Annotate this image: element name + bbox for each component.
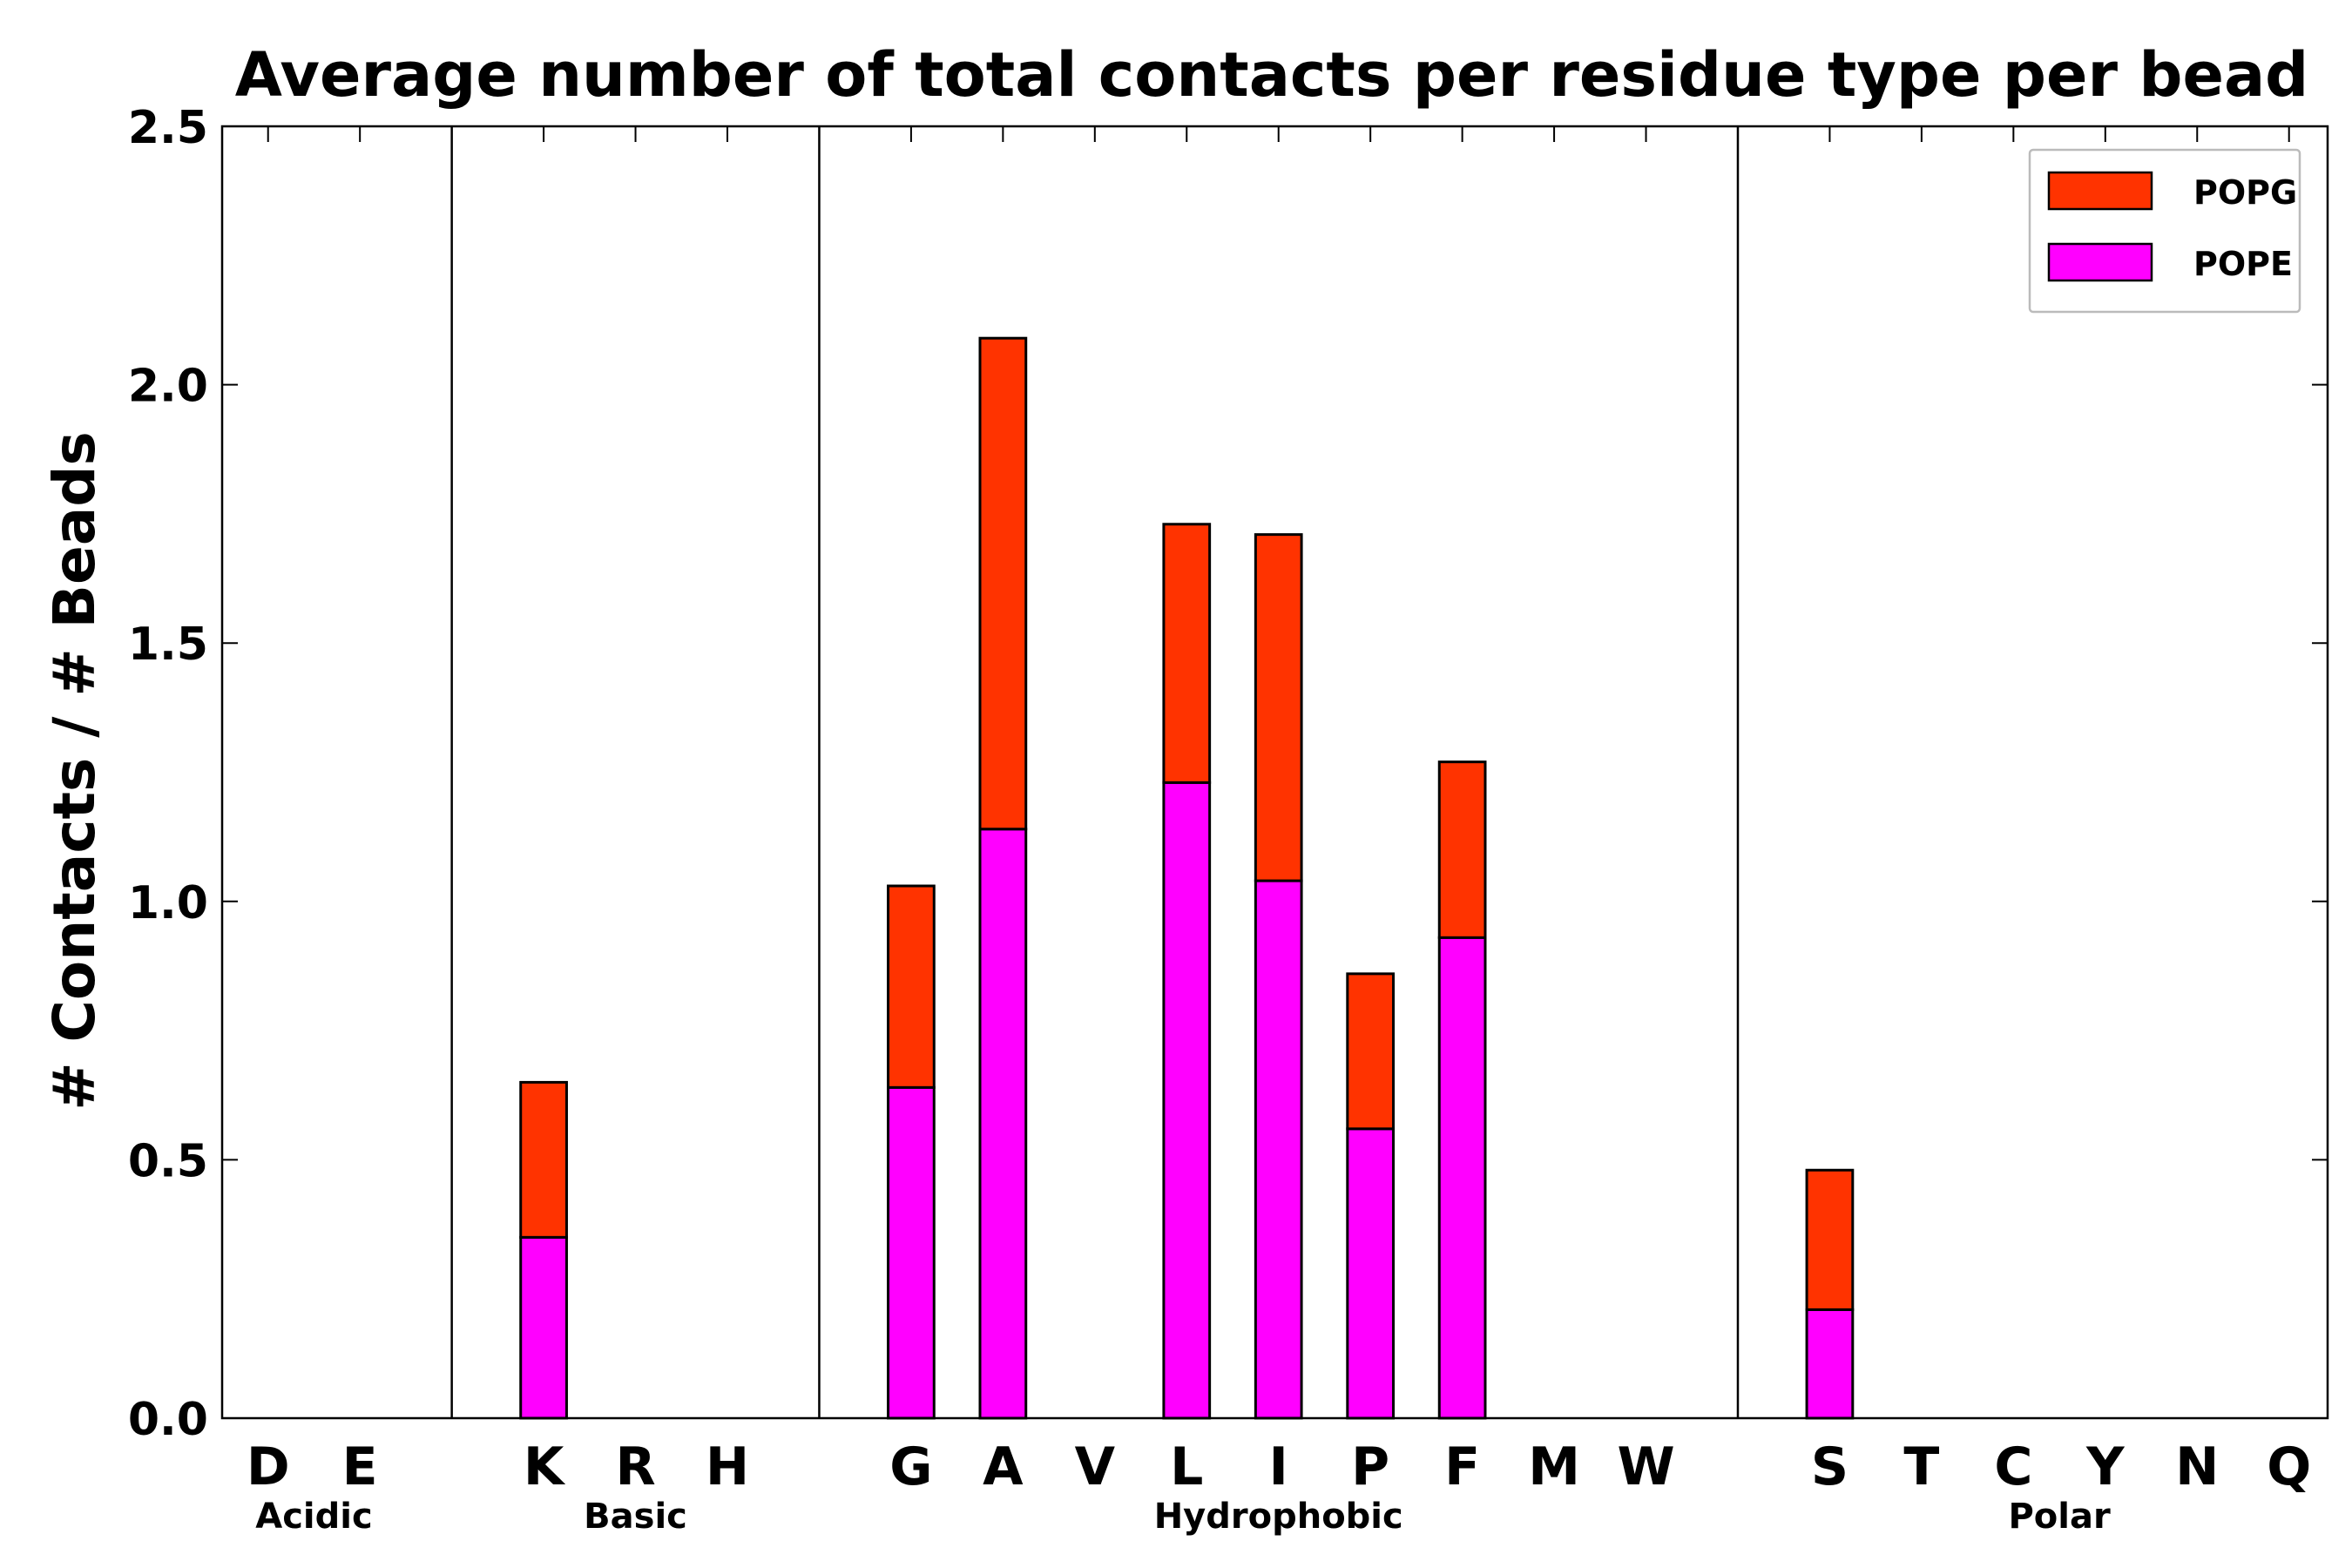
legend-swatch-popg [2047, 171, 2153, 211]
y-tick-label: 2.0 [128, 361, 208, 413]
y-tick-label: 1.5 [128, 618, 208, 671]
y-tick-label: 2.5 [128, 102, 208, 154]
x-tick-label: C [1994, 1436, 2032, 1497]
x-tick-label: W [1617, 1436, 1674, 1497]
x-tick-label: H [706, 1436, 749, 1497]
bar-pope-K [519, 1235, 568, 1420]
bar-popg-G [887, 884, 936, 1089]
bar-pope-L [1162, 781, 1212, 1420]
bar-popg-I [1254, 533, 1303, 882]
bar-popg-A [978, 336, 1028, 831]
bar-pope-A [978, 828, 1028, 1420]
x-tick-label: V [1075, 1436, 1116, 1497]
bar-pope-G [887, 1085, 936, 1420]
bar-pope-P [1346, 1127, 1396, 1420]
x-tick-label: A [983, 1436, 1024, 1497]
x-tick-label: T [1903, 1436, 1939, 1497]
chart-title: Average number of total contacts per res… [235, 39, 2309, 111]
x-tick-label: G [889, 1436, 932, 1497]
x-tick-label: L [1170, 1436, 1203, 1497]
x-tick-label: Q [2267, 1436, 2311, 1497]
group-label: Polar [2008, 1497, 2111, 1537]
x-tick-label: P [1351, 1436, 1389, 1497]
x-tick-label: N [2175, 1436, 2219, 1497]
bar-popg-L [1162, 523, 1212, 784]
legend-label: POPE [2193, 245, 2293, 283]
bar-popg-K [519, 1080, 568, 1239]
bar-popg-S [1805, 1168, 1855, 1311]
y-tick-label: 1.0 [128, 877, 208, 929]
x-tick-label: D [247, 1436, 290, 1497]
x-tick-label: S [1811, 1436, 1848, 1497]
bar-popg-F [1437, 760, 1487, 939]
x-tick-label: M [1528, 1436, 1580, 1497]
group-label: Basic [584, 1497, 687, 1537]
y-axis-label: # Contacts / # Beads [41, 431, 108, 1111]
bar-pope-S [1805, 1308, 1855, 1420]
legend-swatch-pope [2047, 242, 2153, 282]
x-tick-label: I [1269, 1436, 1288, 1497]
y-tick-label: 0.5 [128, 1135, 208, 1187]
group-label: Hydrophobic [1154, 1497, 1403, 1537]
x-tick-label: E [342, 1436, 378, 1497]
plot-area: 0.0 0.5 1.0 1.5 2.0 2.5 D E K R H G A V L I P F M W S T C Y N Q Ac… [128, 102, 2329, 1537]
group-label: Acidic [255, 1497, 372, 1537]
x-tick-label: Y [2085, 1436, 2126, 1497]
bar-pope-F [1437, 936, 1487, 1420]
y-tick-label: 0.0 [128, 1394, 208, 1446]
bar-pope-I [1254, 879, 1303, 1420]
x-tick-label: F [1444, 1436, 1480, 1497]
legend-label: POPG [2193, 173, 2297, 212]
x-tick-label: K [524, 1436, 566, 1497]
x-tick-label: R [615, 1436, 655, 1497]
bar-popg-P [1346, 972, 1396, 1131]
